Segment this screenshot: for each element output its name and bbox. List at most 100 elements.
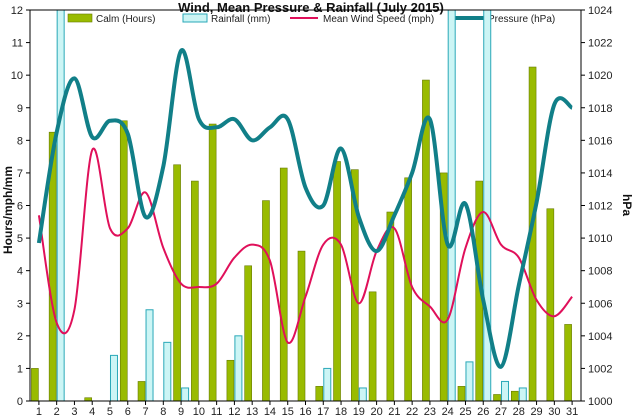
bar-calm-hours: [457, 386, 466, 402]
x-tick-label: 19: [353, 406, 365, 418]
x-tick-label: 8: [160, 406, 166, 418]
y-right-tick-label: 1002: [588, 363, 612, 375]
y-left-tick-label: 8: [17, 135, 23, 147]
y-left-tick-label: 12: [11, 5, 23, 17]
x-tick-label: 13: [246, 406, 258, 418]
bar-calm-hours: [564, 324, 572, 402]
bars-layer: [31, 9, 572, 402]
y-axis-title-left: Hours/mph/mm: [1, 166, 15, 254]
bar-calm-hours: [279, 167, 288, 402]
y-left-tick-label: 7: [17, 168, 23, 180]
bar-rainfall: [518, 387, 527, 402]
x-tick-label: 17: [317, 406, 329, 418]
x-tick-label: 27: [495, 406, 507, 418]
legend-swatch-rainfall: [182, 13, 208, 23]
x-tick-label: 24: [442, 406, 454, 418]
x-tick-label: 29: [530, 406, 542, 418]
y-left-tick-label: 4: [17, 266, 23, 278]
bar-rainfall: [145, 309, 154, 402]
x-tick-label: 20: [370, 406, 382, 418]
legend-label: Calm (Hours): [96, 14, 155, 25]
bar-rainfall: [181, 387, 190, 402]
y-left-tick-label: 3: [17, 298, 23, 310]
bar-calm-hours: [297, 250, 306, 402]
bar-calm-hours: [191, 180, 199, 402]
bar-calm-hours: [262, 200, 270, 402]
lines-layer: [36, 48, 574, 369]
y-right-tick-label: 1010: [588, 233, 612, 245]
x-tick-label: 30: [548, 406, 560, 418]
legend-swatch-calm: [67, 13, 93, 23]
bar-calm-hours: [386, 211, 395, 402]
y-left-tick-label: 6: [17, 201, 23, 213]
bar-rainfall: [56, 9, 65, 402]
bar-rainfall: [501, 380, 510, 402]
y-left-tick-label: 10: [11, 70, 23, 82]
x-tick-label: 4: [89, 406, 95, 418]
x-tick-label: 25: [459, 406, 471, 418]
y-left-tick-label: 11: [12, 38, 23, 50]
x-tick-label: 11: [211, 406, 222, 418]
x-tick-label: 6: [125, 406, 131, 418]
y-right-tick-label: 1022: [588, 38, 612, 50]
legend: Calm (Hours) Rainfall (mm) Mean Wind Speed…: [67, 13, 555, 25]
bar-calm-hours: [510, 390, 519, 402]
y-right-tick-label: 1018: [588, 103, 612, 115]
y-right-tick-label: 1014: [588, 168, 612, 180]
y-right-tick-label: 1024: [588, 5, 612, 17]
y-right-tick-label: 1020: [588, 70, 612, 82]
bar-rainfall: [234, 335, 243, 402]
bar-calm-hours: [208, 123, 217, 402]
x-tick-label: 16: [299, 406, 311, 418]
x-tick-label: 2: [54, 406, 60, 418]
bar-calm-hours: [119, 120, 128, 402]
y-left-tick-label: 0: [17, 396, 23, 408]
axes-layer: 0123456789101112100010021004100610081010…: [11, 5, 613, 418]
x-tick-label: 22: [406, 406, 418, 418]
bar-calm-hours: [333, 161, 341, 402]
x-tick-label: 23: [424, 406, 436, 418]
bar-calm-hours: [404, 177, 412, 402]
plot-frame: [29, 9, 582, 402]
y-left-tick-label: 2: [17, 331, 23, 343]
bar-rainfall: [465, 361, 474, 402]
chart-title: Wind, Mean Pressure & Rainfall (July 201…: [178, 0, 444, 15]
x-tick-label: 9: [178, 406, 184, 418]
bar-rainfall: [358, 387, 367, 402]
y-right-tick-label: 1016: [588, 135, 612, 147]
x-tick-label: 12: [228, 406, 240, 418]
x-tick-label: 1: [36, 406, 42, 418]
x-tick-label: 15: [282, 406, 294, 418]
x-tick-label: 21: [388, 406, 400, 418]
x-tick-label: 18: [335, 406, 347, 418]
y-left-tick-label: 9: [17, 103, 23, 115]
x-tick-label: 3: [71, 406, 77, 418]
bar-calm-hours: [31, 368, 39, 402]
y-right-tick-label: 1006: [588, 298, 612, 310]
bar-calm-hours: [315, 386, 324, 402]
bar-calm-hours: [137, 381, 146, 402]
y-right-tick-label: 1000: [588, 396, 612, 408]
x-tick-label: 26: [477, 406, 489, 418]
bar-calm-hours: [493, 394, 501, 402]
bar-rainfall: [323, 367, 332, 402]
line-pressure: [36, 48, 574, 369]
x-tick-label: 7: [142, 406, 148, 418]
bar-calm-hours: [368, 291, 377, 402]
line-mean-wind-speed: [37, 147, 573, 344]
bar-rainfall: [447, 9, 456, 402]
legend-label: Pressure (hPa): [488, 14, 555, 25]
bar-rainfall: [163, 341, 172, 402]
y-right-tick-label: 1012: [588, 201, 612, 213]
legend-label: Rainfall (mm): [211, 14, 270, 25]
x-tick-label: 31: [566, 406, 578, 418]
x-tick-label: 14: [264, 406, 276, 418]
bar-calm-hours: [226, 359, 235, 402]
bar-calm-hours: [546, 208, 555, 402]
y-right-tick-label: 1004: [588, 331, 612, 343]
y-left-tick-label: 5: [17, 233, 23, 245]
y-right-tick-label: 1008: [588, 266, 612, 278]
y-axis-title-right: hPa: [620, 194, 634, 216]
